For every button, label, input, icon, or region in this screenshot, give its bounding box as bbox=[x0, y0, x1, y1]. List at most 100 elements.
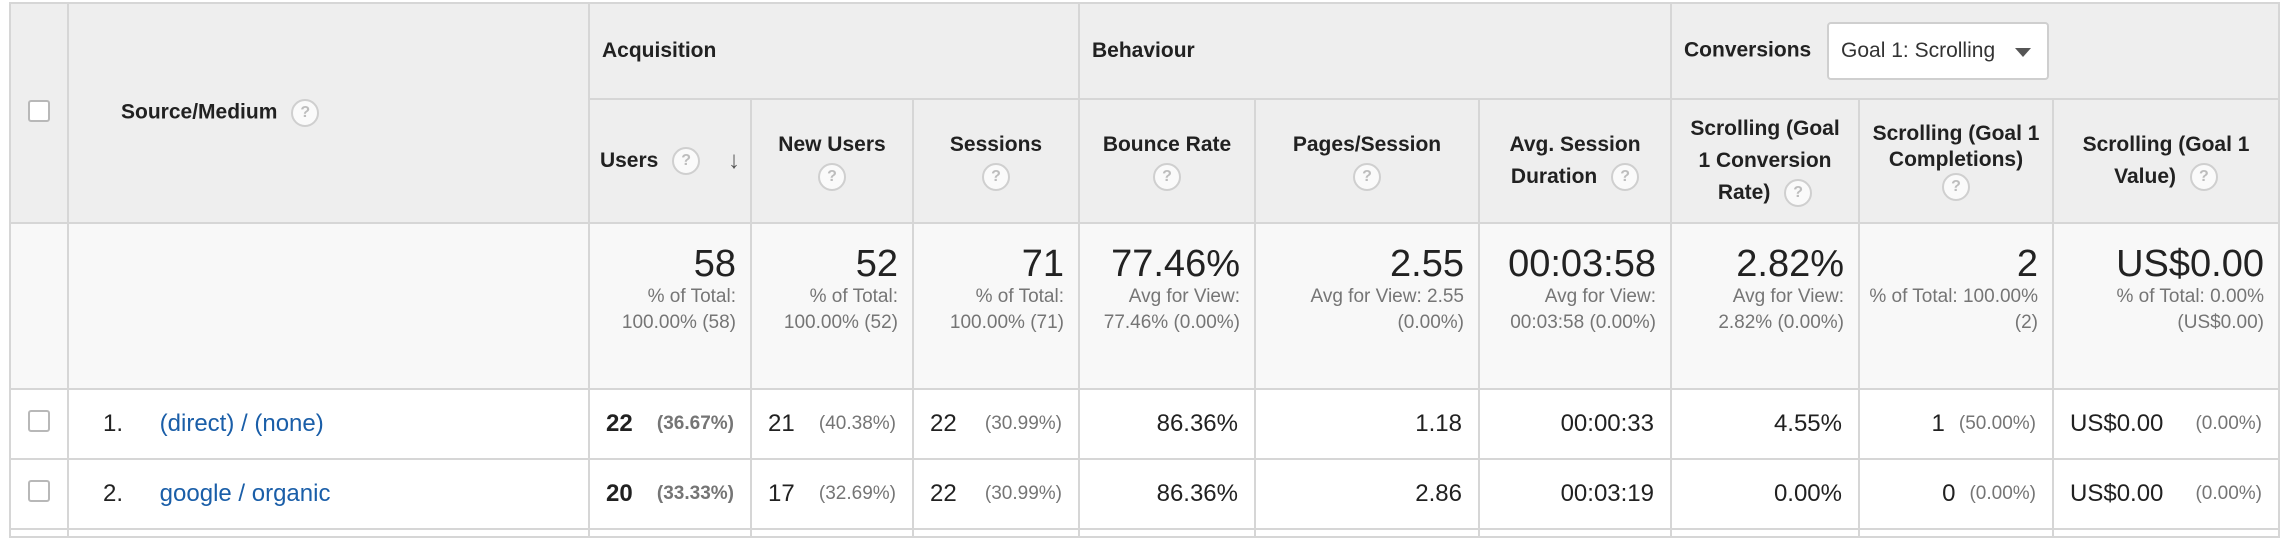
help-icon[interactable]: ? bbox=[818, 163, 846, 192]
row-checkbox[interactable] bbox=[28, 409, 50, 432]
pages-session-header[interactable]: Pages/Session ? bbox=[1254, 98, 1480, 224]
source-medium-header[interactable]: Source/Medium ? bbox=[67, 2, 590, 224]
conversions-label: Conversions bbox=[1684, 38, 1812, 62]
value-pair: US$0.00 (0.00%) bbox=[2055, 410, 2277, 438]
total-pages-session-value: 2.55 bbox=[1390, 243, 1464, 285]
conv-rate-cell: 4.55% bbox=[1670, 388, 1860, 460]
users-value: 22 bbox=[606, 410, 633, 437]
total-bounce-rate: 77.46% Avg for View: 77.46% (0.00%) bbox=[1078, 222, 1256, 390]
total-users: 58 % of Total: 100.00% (58) bbox=[588, 222, 752, 390]
new-users-label: New Users bbox=[778, 133, 886, 156]
partial-cell bbox=[1858, 528, 2054, 538]
column-header-row: Users ? ↓ New Users ? Sessions ? Bounce … bbox=[10, 98, 2280, 224]
totals-checkbox-cell bbox=[9, 222, 69, 390]
sessions-label: Sessions bbox=[949, 133, 1043, 156]
conv-rate-label: Scrolling (Goal 1 Conversion Rate) bbox=[1690, 117, 1840, 204]
sessions-value: 22 bbox=[930, 480, 957, 507]
new-users-pct: (40.38%) bbox=[818, 413, 896, 434]
partial-cell bbox=[912, 528, 1080, 538]
help-icon[interactable]: ? bbox=[291, 99, 320, 127]
group-header-row: Source/Medium ? Acquisition Behaviour Co… bbox=[9, 2, 2280, 224]
bounce-rate-cell: 86.36% bbox=[1078, 388, 1256, 460]
partial-cell bbox=[1254, 528, 1480, 538]
total-users-sub: % of Total: 100.00% (58) bbox=[621, 286, 736, 333]
source-medium-cell: 1. (direct) / (none) bbox=[67, 388, 590, 460]
total-bounce-rate-sub: Avg for View: 77.46% (0.00%) bbox=[1103, 286, 1240, 333]
totals-row: 58 % of Total: 100.00% (58) 52 % of Tota… bbox=[9, 222, 2280, 390]
sessions-cell: 22 (30.99%) bbox=[912, 388, 1080, 460]
totals-label-cell bbox=[67, 222, 590, 390]
partial-cell bbox=[588, 528, 752, 538]
new-users-pct: (32.69%) bbox=[818, 483, 896, 504]
bounce-rate-label: Bounce Rate bbox=[1102, 133, 1232, 156]
row-checkbox-cell bbox=[9, 388, 69, 460]
avg-session-duration-label: Avg. Session Duration bbox=[1509, 133, 1641, 188]
total-avg-session-duration-value: 00:03:58 bbox=[1508, 243, 1656, 285]
help-icon[interactable]: ? bbox=[672, 147, 701, 176]
completions-pair: 1 (50.00%) bbox=[1861, 410, 2051, 438]
conv-rate-cell: 0.00% bbox=[1670, 458, 1860, 530]
sort-descending-icon[interactable]: ↓ bbox=[728, 147, 741, 175]
users-pair: 22 (36.67%) bbox=[591, 410, 749, 438]
completions-pct: (0.00%) bbox=[1969, 483, 2036, 504]
help-icon[interactable]: ? bbox=[1353, 163, 1381, 192]
sessions-pct: (30.99%) bbox=[984, 483, 1062, 504]
conv-rate-header[interactable]: Scrolling (Goal 1 Conversion Rate) ? bbox=[1670, 98, 1860, 224]
completions-pct: (50.00%) bbox=[1958, 413, 2036, 434]
source-medium-link[interactable]: (direct) / (none) bbox=[159, 410, 324, 437]
total-completions-sub: % of Total: 100.00% (2) bbox=[1869, 286, 2038, 333]
users-header[interactable]: Users ? ↓ bbox=[588, 98, 752, 224]
partial-cell bbox=[1078, 528, 1256, 538]
completions-header[interactable]: Scrolling (Goal 1 Completions) ? bbox=[1858, 98, 2054, 224]
total-completions-value: 2 bbox=[2016, 243, 2038, 285]
total-value-sub: % of Total: 0.00% (US$0.00) bbox=[2116, 286, 2264, 333]
help-icon[interactable]: ? bbox=[1611, 163, 1640, 192]
users-pct: (36.67%) bbox=[656, 413, 734, 434]
completions-label: Scrolling (Goal 1 Completions) bbox=[1872, 122, 2040, 171]
help-icon[interactable]: ? bbox=[982, 163, 1010, 192]
help-icon[interactable]: ? bbox=[1942, 173, 1970, 201]
total-pages-session: 2.55 Avg for View: 2.55 (0.00%) bbox=[1254, 222, 1480, 390]
total-conv-rate-value: 2.82% bbox=[1736, 243, 1844, 285]
partial-cell bbox=[9, 528, 69, 538]
total-avg-session-duration-sub: Avg for View: 00:03:58 (0.00%) bbox=[1510, 286, 1656, 333]
completions-cell: 0 (0.00%) bbox=[1858, 458, 2054, 530]
total-bounce-rate-value: 77.46% bbox=[1111, 243, 1240, 285]
total-value: US$0.00 % of Total: 0.00% (US$0.00) bbox=[2052, 222, 2280, 390]
table-row-partial bbox=[9, 528, 2280, 538]
source-medium-link[interactable]: google / organic bbox=[159, 480, 331, 507]
completions-cell: 1 (50.00%) bbox=[1858, 388, 2054, 460]
total-value-value: US$0.00 bbox=[2116, 243, 2264, 285]
users-cell: 22 (36.67%) bbox=[588, 388, 752, 460]
total-users-value: 58 bbox=[693, 243, 736, 285]
total-sessions-sub: % of Total: 100.00% (71) bbox=[949, 286, 1064, 333]
avg-session-duration-header[interactable]: Avg. Session Duration ? bbox=[1478, 98, 1672, 224]
value-label: Scrolling (Goal 1 Value) bbox=[2082, 133, 2250, 188]
pages-session-cell: 2.86 bbox=[1254, 458, 1480, 530]
value-cell: US$0.00 (0.00%) bbox=[2052, 458, 2280, 530]
users-pair: 20 (33.33%) bbox=[591, 480, 749, 508]
table-row: 1. (direct) / (none) 22 (36.67%) 21 (40.… bbox=[9, 388, 2280, 460]
completions-value: 1 bbox=[1931, 410, 1945, 437]
bounce-rate-cell: 86.36% bbox=[1078, 458, 1256, 530]
help-icon[interactable]: ? bbox=[1153, 163, 1181, 192]
total-avg-session-duration: 00:03:58 Avg for View: 00:03:58 (0.00%) bbox=[1478, 222, 1672, 390]
row-checkbox[interactable] bbox=[28, 479, 50, 502]
users-pct: (33.33%) bbox=[656, 483, 734, 504]
sessions-cell: 22 (30.99%) bbox=[912, 458, 1080, 530]
help-icon[interactable]: ? bbox=[1784, 179, 1813, 208]
sessions-pct: (30.99%) bbox=[984, 413, 1062, 434]
help-icon[interactable]: ? bbox=[2189, 163, 2218, 192]
goal-select-dropdown[interactable]: Goal 1: Scrolling bbox=[1827, 22, 2050, 80]
bounce-rate-header[interactable]: Bounce Rate ? bbox=[1078, 98, 1256, 224]
value-value: US$0.00 bbox=[2070, 410, 2164, 437]
sessions-header[interactable]: Sessions ? bbox=[912, 98, 1080, 224]
value-header[interactable]: Scrolling (Goal 1 Value) ? bbox=[2052, 98, 2280, 224]
avg-session-duration-cell: 00:00:33 bbox=[1478, 388, 1672, 460]
value-value: US$0.00 bbox=[2070, 480, 2164, 507]
new-users-cell: 17 (32.69%) bbox=[750, 458, 914, 530]
pages-session-cell: 1.18 bbox=[1254, 388, 1480, 460]
select-all-checkbox[interactable] bbox=[28, 99, 50, 122]
total-pages-session-sub: Avg for View: 2.55 (0.00%) bbox=[1310, 286, 1464, 333]
new-users-header[interactable]: New Users ? bbox=[750, 98, 914, 224]
